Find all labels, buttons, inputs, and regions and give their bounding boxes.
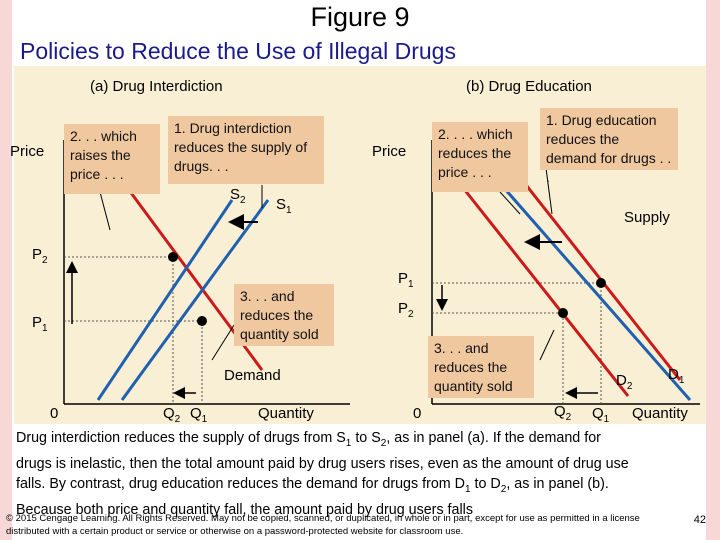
caption-line-1: Drug interdiction reduces the supply of … [16,430,601,449]
panel-a-box2-pointer [99,191,111,231]
panel-a-p2-label: P2 [32,246,48,266]
panel-b-d1-label: D1 [668,366,685,386]
panel-b-q1-label: Q1 [592,405,610,425]
caption-line-3: falls. By contrast, drug education reduc… [16,475,609,495]
panel-b-d2-label: D2 [616,372,633,392]
panel-b-y-label: Price [372,143,407,160]
panel-b-q2-label: Q2 [554,403,572,423]
panel-b-box1-pointer [545,167,553,215]
panel-a-new-equilibrium [168,252,178,262]
panel-b-demand-d2 [458,183,630,397]
panel-b-old-equilibrium [596,278,606,288]
panel-b-p1-label: P1 [398,270,414,290]
panel-a-box3: 3. . . and reduces the quantity sold [234,284,334,346]
panel-b-box2: 2. . . . which reduces the price . . . [432,122,528,192]
panel-a-supply-s1 [120,199,270,401]
panel-b-supply-label: Supply [624,209,670,226]
panel-a-q1-label: Q1 [190,405,208,425]
figure-caption: Drug interdiction reduces the supply of … [16,428,706,520]
right-border-strip [706,0,720,540]
panel-a-supply-s2 [96,199,234,401]
panel-a-box3-pointer [211,324,235,361]
panel-a-origin: 0 [50,405,59,422]
caption-line-4: Because both price and quantity fall, th… [16,501,473,518]
panel-b-box2-pointer [499,191,521,215]
panel-a-title: (a) Drug Interdiction [90,78,223,95]
figure-title: Figure 9 [310,2,410,32]
panel-b-new-equilibrium [558,308,568,318]
page-number: 42 [693,514,706,526]
panel-a-p2-guide [64,256,174,404]
panel-a-old-equilibrium [197,316,207,326]
panel-a-s2-label: S2 [230,186,246,206]
panel-b-box3-pointer [539,329,555,361]
panel-a-demand-label: Demand [224,367,281,384]
panel-a-box1: 1. Drug interdiction reduces the supply … [168,116,324,184]
panel-b-box1: 1. Drug education reduces the demand for… [540,108,678,185]
panel-a-p1-label: P1 [32,314,48,334]
panel-b-demand-d1 [498,151,682,381]
panel-a-box2: 2. . . which raises the price . . . [64,124,160,194]
panel-b-p2-label: P2 [398,300,414,320]
panel-b-x-label: Quantity [632,405,688,422]
caption-line-2: drugs is inelastic, then the total amoun… [16,455,629,472]
panel-b-origin: 0 [413,405,422,422]
panel-a-p1-guide [64,320,203,404]
panel-a-x-label: Quantity [258,405,314,422]
panel-a-y-label: Price [10,143,45,160]
left-border-strip [0,0,12,540]
panel-a-q2-label: Q2 [163,405,181,425]
copyright-footer: © 2015 Cengage Learning. All Rights Rese… [6,513,640,537]
figure-subtitle: Policies to Reduce the Use of Illegal Dr… [20,38,456,64]
panel-a-s1-label: S1 [276,196,292,216]
panel-b-title: (b) Drug Education [466,78,592,95]
panel-b-box3: 3. . . and reduces the quantity sold [428,336,534,398]
